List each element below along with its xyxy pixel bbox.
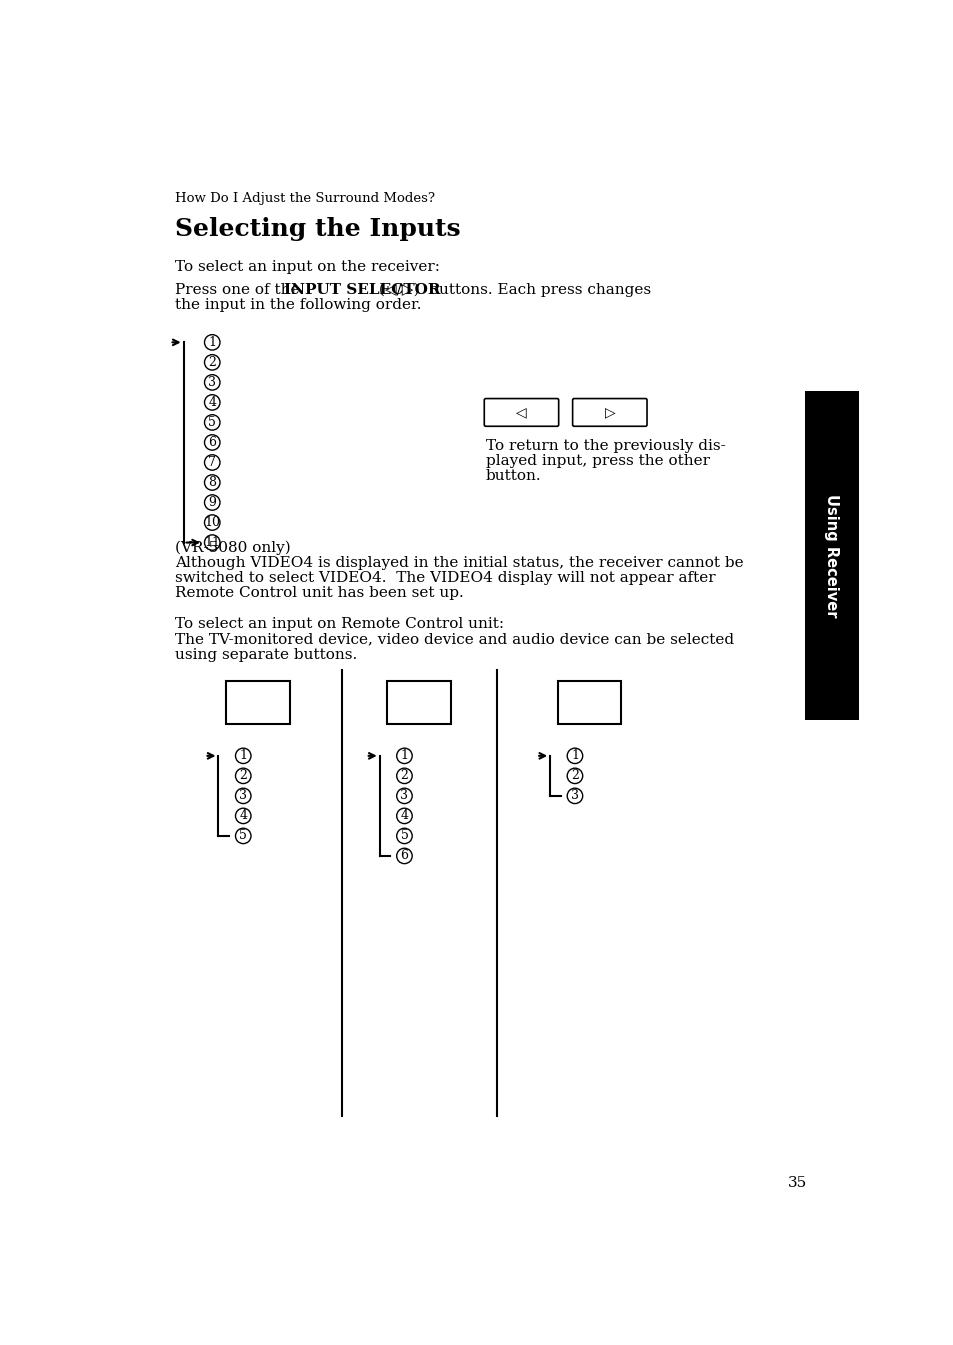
Text: To select an input on the receiver:: To select an input on the receiver: [174,260,439,274]
Text: ▷: ▷ [604,405,615,420]
Text: How Do I Adjust the Surround Modes?: How Do I Adjust the Surround Modes? [174,192,435,206]
Text: 4: 4 [239,810,247,822]
Text: 1: 1 [570,749,578,763]
Text: 3: 3 [570,790,578,803]
Text: (VR-5080 only): (VR-5080 only) [174,541,291,554]
Text: 3: 3 [239,790,247,803]
Text: 4: 4 [400,810,408,822]
Text: Remote Control unit has been set up.: Remote Control unit has been set up. [174,586,463,600]
Text: 10: 10 [204,516,220,529]
Text: 9: 9 [208,496,216,508]
Text: Using Receiver: Using Receiver [823,494,838,617]
Text: Press one of the: Press one of the [174,282,304,297]
Text: 1: 1 [400,749,408,763]
Text: 4: 4 [208,395,216,409]
Text: 2: 2 [571,769,578,783]
Bar [558,681,620,724]
Text: 2: 2 [400,769,408,783]
Text: 6: 6 [400,850,408,862]
Text: 3: 3 [208,375,216,389]
Text: Selecting the Inputs: Selecting the Inputs [174,217,460,241]
Text: 5: 5 [208,416,216,429]
Text: 8: 8 [208,476,216,490]
Text: Although VIDEO4 is displayed in the initial status, the receiver cannot be: Although VIDEO4 is displayed in the init… [174,555,743,570]
Text: 1: 1 [239,749,247,763]
Text: 6: 6 [208,436,216,449]
Text: 11: 11 [204,537,220,549]
Bar [804,391,858,721]
Text: ◁: ◁ [516,405,526,420]
Text: using separate buttons.: using separate buttons. [174,648,357,662]
Text: (◁/▷)  buttons. Each press changes: (◁/▷) buttons. Each press changes [374,282,651,297]
Text: button.: button. [485,469,541,483]
Text: INPUT SELECTOR: INPUT SELECTOR [284,282,440,297]
Text: 7: 7 [208,456,216,469]
Text: To return to the previously dis-: To return to the previously dis- [485,438,725,453]
Text: The TV-monitored device, video device and audio device can be selected: The TV-monitored device, video device an… [174,632,734,647]
Bar [226,681,290,724]
Text: 5: 5 [400,830,408,842]
Text: the input in the following order.: the input in the following order. [174,299,421,312]
FancyBboxPatch shape [484,398,558,426]
Bar [387,681,451,724]
FancyBboxPatch shape [572,398,646,426]
Text: To select an input on Remote Control unit:: To select an input on Remote Control uni… [174,617,503,631]
Text: 3: 3 [400,790,408,803]
Text: 35: 35 [787,1177,806,1190]
Text: played input, press the other: played input, press the other [485,455,709,468]
Text: 2: 2 [239,769,247,783]
Text: 1: 1 [208,336,216,348]
Text: 5: 5 [239,830,247,842]
Text: switched to select VIDEO4.  The VIDEO4 display will not appear after: switched to select VIDEO4. The VIDEO4 di… [174,572,715,585]
Text: 2: 2 [208,356,216,369]
